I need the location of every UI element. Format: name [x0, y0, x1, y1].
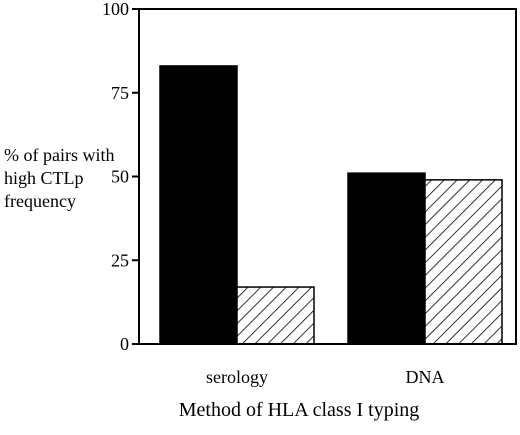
bars-layer [159, 65, 503, 345]
y-tick-label-75: 75 [111, 83, 129, 103]
x-axis-ticks: serology DNA [206, 367, 445, 387]
y-tick-label-100: 100 [102, 0, 129, 19]
y-tick-label-0: 0 [120, 334, 129, 354]
x-tick-label-serology: serology [206, 367, 268, 387]
x-axis-label: Method of HLA class I typing [178, 399, 420, 421]
bar-serology-series-1 [159, 65, 238, 345]
bar-dna-series-2 [424, 179, 503, 345]
y-axis-ticks: 0 25 50 75 100 [102, 0, 139, 354]
x-tick-label-dna: DNA [406, 367, 445, 387]
y-tick-label-50: 50 [111, 167, 129, 187]
bar-dna-series-1 [347, 172, 426, 345]
bar-serology-series-2 [236, 286, 315, 345]
y-axis-label: % of pairs with high CTLp frequency [4, 145, 115, 211]
y-tick-label-25: 25 [111, 250, 129, 270]
